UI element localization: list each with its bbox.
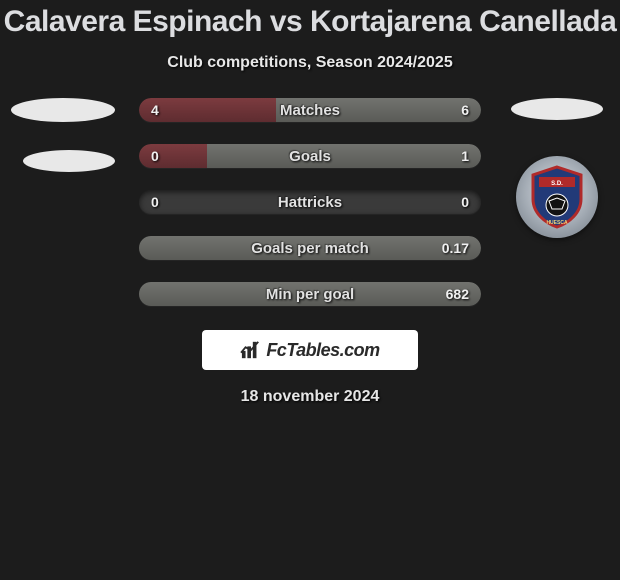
player-right-photo-placeholder: [511, 98, 603, 120]
stat-value-left: 0: [151, 190, 159, 214]
stat-value-right: 0.17: [442, 236, 469, 260]
stat-label: Hattricks: [139, 190, 481, 214]
left-player-column: [8, 98, 118, 200]
bars-chart-icon: [240, 340, 262, 360]
page-title: Calavera Espinach vs Kortajarena Canella…: [4, 4, 617, 40]
site-logo-text: FcTables.com: [266, 340, 379, 361]
stat-bar-right-fill: [139, 282, 481, 306]
stat-row: 682Min per goal: [139, 282, 481, 306]
stat-row: 0.17Goals per match: [139, 236, 481, 260]
stat-row: 46Matches: [139, 98, 481, 122]
content-area: S.D. HUESCA 46Matches01Goals00Hattricks0…: [0, 98, 620, 306]
stat-bar-right-fill: [139, 236, 481, 260]
subtitle: Club competitions, Season 2024/2025: [167, 54, 452, 72]
stat-row: 01Goals: [139, 144, 481, 168]
stat-value-right: 682: [446, 282, 469, 306]
stat-value-right: 0: [461, 190, 469, 214]
stat-bar-left-fill: [139, 144, 207, 168]
stat-row: 0 0Hattricks: [139, 190, 481, 214]
comparison-card: Calavera Espinach vs Kortajarena Canella…: [0, 0, 620, 580]
stat-value-right: 6: [461, 98, 469, 122]
stat-value-left: 4: [151, 98, 159, 122]
stat-value-right: 1: [461, 144, 469, 168]
stat-bar-left-fill: [139, 98, 276, 122]
stats-bars: 46Matches01Goals00Hattricks0.17Goals per…: [139, 98, 481, 306]
club-crest-huesca: S.D. HUESCA: [516, 156, 598, 238]
svg-text:S.D.: S.D.: [551, 181, 563, 187]
player-left-photo-placeholder: [11, 98, 115, 122]
stat-bar-right-fill: [276, 98, 481, 122]
site-logo: FcTables.com: [202, 330, 418, 370]
svg-text:HUESCA: HUESCA: [546, 220, 568, 226]
right-player-column: S.D. HUESCA: [502, 98, 612, 238]
date-label: 18 november 2024: [241, 388, 380, 406]
stat-bar-right-fill: [207, 144, 481, 168]
shield-icon: S.D. HUESCA: [529, 165, 585, 229]
stat-value-left: 0: [151, 144, 159, 168]
player-left-club-placeholder: [23, 150, 115, 172]
